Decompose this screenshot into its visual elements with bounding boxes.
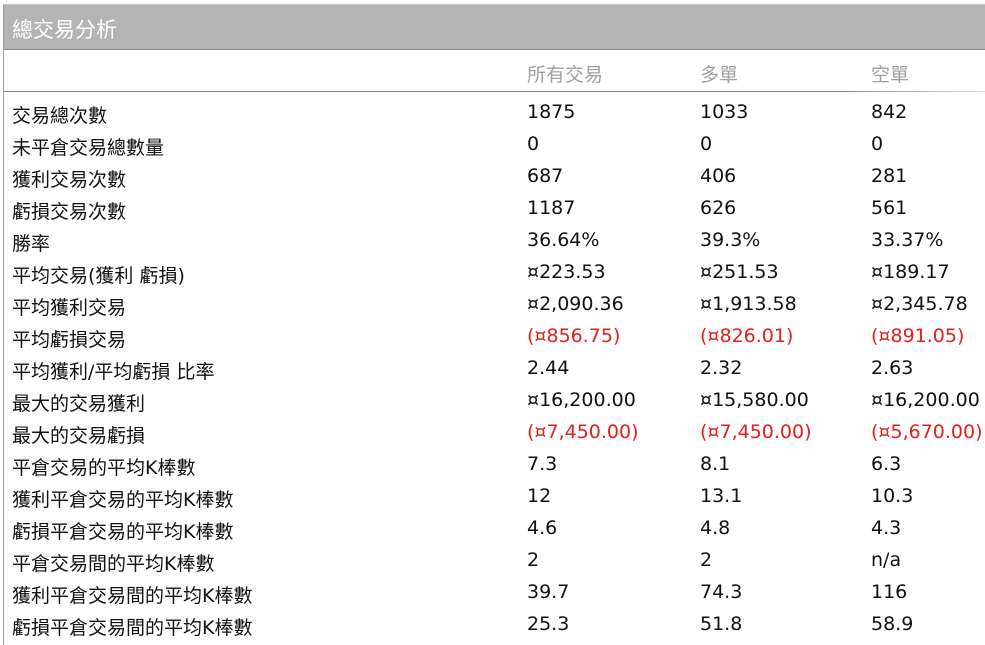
panel-header: 總交易分析	[4, 5, 985, 50]
row-label: 最大的交易虧損	[12, 425, 146, 447]
table-row: 交易總次數 1875 1033 842	[0, 101, 985, 133]
table-row: 平均獲利交易 ¤2,090.36 ¤1,913.58 ¤2,345.78	[0, 293, 985, 325]
value-long: 2	[700, 549, 713, 571]
value-short: ¤2,345.78	[871, 293, 968, 315]
value-long: 2.32	[700, 357, 743, 379]
value-long: ¤15,580.00	[700, 389, 809, 411]
column-header-short: 空單	[871, 64, 910, 86]
value-short: ¤16,200.00	[871, 389, 980, 411]
header-divider	[4, 91, 985, 92]
table-row: 獲利平倉交易的平均K棒數 12 13.1 10.3	[0, 485, 985, 517]
table-row: 獲利平倉交易間的平均K棒數 39.7 74.3 116	[0, 581, 985, 613]
value-long: 13.1	[700, 485, 743, 507]
row-label: 勝率	[12, 233, 51, 255]
table-row: 虧損平倉交易間的平均K棒數 25.3 51.8 58.9	[0, 613, 985, 645]
value-long: 39.3%	[700, 229, 761, 251]
value-short: 2.63	[871, 357, 914, 379]
row-label: 未平倉交易總數量	[12, 137, 165, 159]
value-all-trades: 687	[527, 165, 564, 187]
value-long: (¤7,450.00)	[700, 421, 812, 443]
value-all-trades: 25.3	[527, 613, 570, 635]
table-row: 平倉交易的平均K棒數 7.3 8.1 6.3	[0, 453, 985, 485]
value-all-trades: 7.3	[527, 453, 558, 475]
panel-frame	[3, 4, 985, 645]
table-row: 最大的交易虧損 (¤7,450.00) (¤7,450.00) (¤5,670.00)	[0, 421, 985, 453]
table-row: 平均虧損交易 (¤856.75) (¤826.01) (¤891.05)	[0, 325, 985, 357]
row-label: 平均虧損交易	[12, 329, 127, 351]
value-short: (¤5,670.00)	[871, 421, 983, 443]
table-row: 未平倉交易總數量 0 0 0	[0, 133, 985, 165]
value-all-trades: 2.44	[527, 357, 570, 379]
value-short: 842	[871, 101, 908, 123]
value-long: 4.8	[700, 517, 731, 539]
value-long: ¤1,913.58	[700, 293, 797, 315]
value-long: 406	[700, 165, 737, 187]
value-long: 74.3	[700, 581, 743, 603]
row-label: 平均獲利/平均虧損 比率	[12, 361, 215, 383]
row-label: 最大的交易獲利	[12, 393, 146, 415]
value-all-trades: (¤856.75)	[527, 325, 621, 347]
row-label: 虧損交易次數	[12, 201, 127, 223]
value-long: (¤826.01)	[700, 325, 794, 347]
value-long: 51.8	[700, 613, 743, 635]
value-all-trades: 36.64%	[527, 229, 600, 251]
row-label: 平倉交易間的平均K棒數	[12, 553, 215, 575]
table-row: 虧損平倉交易的平均K棒數 4.6 4.8 4.3	[0, 517, 985, 549]
value-long: 626	[700, 197, 737, 219]
value-all-trades: 0	[527, 133, 540, 155]
value-all-trades: ¤223.53	[527, 261, 606, 283]
row-label: 交易總次數	[12, 105, 108, 127]
value-all-trades: 39.7	[527, 581, 570, 603]
value-short: 6.3	[871, 453, 902, 475]
value-long: 0	[700, 133, 713, 155]
value-short: 116	[871, 581, 908, 603]
value-long: 1033	[700, 101, 749, 123]
value-short: 0	[871, 133, 884, 155]
row-label: 獲利平倉交易的平均K棒數	[12, 489, 234, 511]
value-short: n/a	[871, 549, 902, 571]
value-short: 4.3	[871, 517, 902, 539]
column-header-long: 多單	[700, 64, 739, 86]
value-all-trades: 12	[527, 485, 552, 507]
value-short: ¤189.17	[871, 261, 950, 283]
row-label: 平均交易(獲利 虧損)	[12, 265, 185, 287]
value-all-trades: 4.6	[527, 517, 558, 539]
value-short: 281	[871, 165, 908, 187]
panel-title: 總交易分析	[12, 18, 117, 42]
row-label: 平均獲利交易	[12, 297, 127, 319]
table-row: 勝率 36.64% 39.3% 33.37%	[0, 229, 985, 261]
row-label: 虧損平倉交易的平均K棒數	[12, 521, 234, 543]
value-short: 33.37%	[871, 229, 944, 251]
value-all-trades: ¤16,200.00	[527, 389, 636, 411]
value-all-trades: 2	[527, 549, 540, 571]
table-row: 虧損交易次數 1187 626 561	[0, 197, 985, 229]
value-short: (¤891.05)	[871, 325, 965, 347]
table-row: 平均獲利/平均虧損 比率 2.44 2.32 2.63	[0, 357, 985, 389]
table-row: 平倉交易間的平均K棒數 2 2 n/a	[0, 549, 985, 581]
row-label: 平倉交易的平均K棒數	[12, 457, 196, 479]
row-label: 獲利平倉交易間的平均K棒數	[12, 585, 253, 607]
column-header-all-trades: 所有交易	[527, 64, 604, 86]
value-long: 8.1	[700, 453, 731, 475]
row-label: 虧損平倉交易間的平均K棒數	[12, 617, 253, 639]
value-all-trades: (¤7,450.00)	[527, 421, 639, 443]
value-all-trades: ¤2,090.36	[527, 293, 624, 315]
value-all-trades: 1187	[527, 197, 576, 219]
value-all-trades: 1875	[527, 101, 576, 123]
value-short: 58.9	[871, 613, 914, 635]
row-label: 獲利交易次數	[12, 169, 127, 191]
table-row: 最大的交易獲利 ¤16,200.00 ¤15,580.00 ¤16,200.00	[0, 389, 985, 421]
value-short: 561	[871, 197, 908, 219]
value-short: 10.3	[871, 485, 914, 507]
table-row: 平均交易(獲利 虧損) ¤223.53 ¤251.53 ¤189.17	[0, 261, 985, 293]
table-row: 獲利交易次數 687 406 281	[0, 165, 985, 197]
value-long: ¤251.53	[700, 261, 779, 283]
